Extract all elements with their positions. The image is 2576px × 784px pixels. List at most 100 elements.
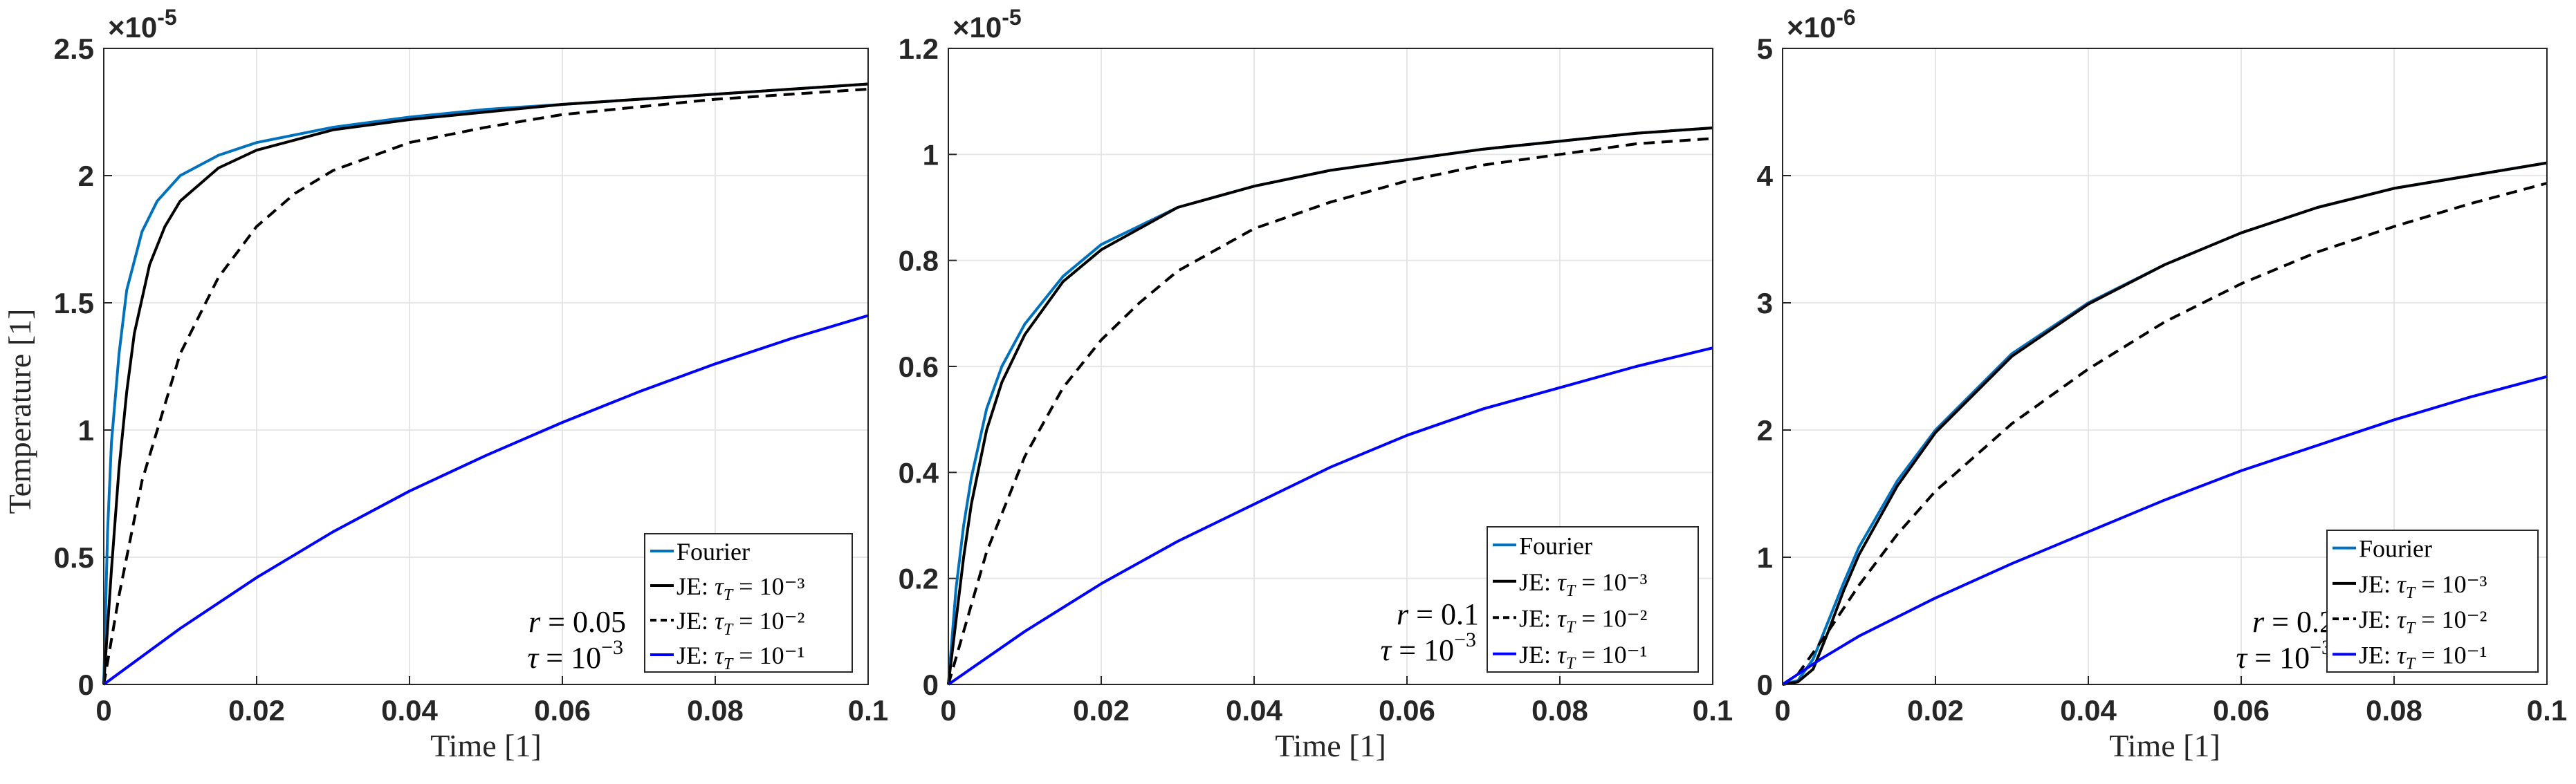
legend-tau-symbol: τ: [715, 607, 724, 635]
legend-entry-1: JE: τT = 10⁻³: [1519, 568, 1648, 600]
x-axis-label: Time [1]: [2109, 728, 2220, 763]
exponent-label: ×10-5: [953, 5, 1022, 44]
legend-tau-value: 10⁻²: [1602, 604, 1648, 632]
legend-entry-main: JE:: [677, 572, 715, 600]
y-tick-label: 0.6: [899, 351, 939, 383]
annotation-r-value: 0.1: [1441, 597, 1479, 631]
y-tick-label: 0: [78, 669, 94, 701]
legend-tau-value: 10⁻³: [760, 572, 805, 600]
x-tick-label: 0.02: [228, 694, 285, 727]
y-tick-label: 1.2: [899, 32, 939, 65]
legend-tau-subscript: T: [1566, 618, 1576, 636]
legend-equals: =: [1575, 568, 1601, 596]
legend-entry-main: JE:: [2359, 570, 2397, 598]
legend-box: [1487, 526, 1699, 673]
legend-box: [2326, 530, 2539, 673]
legend-tau-subscript: T: [2406, 655, 2416, 673]
axes-box: [1782, 48, 2548, 685]
y-tick-label: 0: [923, 669, 939, 701]
legend-entry-main: JE:: [677, 607, 715, 635]
exponent-label: ×10-6: [1787, 5, 1856, 44]
legend-entry-2: JE: τT = 10⁻²: [1519, 604, 1647, 636]
exponent-base: ×10: [1787, 11, 1836, 44]
x-tick-label: 0.06: [1379, 694, 1435, 727]
legend-entry-main: JE:: [1519, 568, 1557, 596]
annotation-r-symbol: r: [2252, 605, 2265, 639]
legend-tau-symbol: τ: [1557, 641, 1567, 669]
legend-equals: =: [1575, 641, 1601, 669]
legend-equals: =: [1575, 604, 1601, 632]
annotation-r-symbol: r: [528, 605, 541, 639]
legend-entry-3: JE: τT = 10⁻¹: [677, 642, 804, 673]
series-line-2: [102, 87, 869, 685]
x-tick-label: 0.1: [2527, 694, 2567, 727]
exponent-label: ×10-5: [108, 5, 177, 44]
x-tick-label: 0: [95, 694, 111, 727]
legend-entry-0: Fourier: [2359, 535, 2432, 563]
annotation-r-eq: =: [2264, 605, 2297, 639]
legend-tau-subscript: T: [724, 586, 734, 604]
legend-tau-value: 10⁻³: [2442, 570, 2487, 598]
y-tick-label: 2.5: [54, 32, 94, 65]
y-tick-label: 1: [1757, 541, 1773, 574]
legend-entry-0: Fourier: [677, 538, 750, 566]
annotation-tau-eq: =: [538, 641, 571, 675]
legend-entry-main: JE:: [2359, 606, 2397, 633]
legend-entry-3: JE: τT = 10⁻¹: [2359, 641, 2487, 673]
annotation-tau: τ = 10−3: [1381, 628, 1477, 667]
y-tick-label: 4: [1757, 160, 1774, 192]
series-line-1: [102, 82, 869, 685]
legend-entry-1: JE: τT = 10⁻³: [677, 572, 805, 604]
x-tick-label: 0.06: [534, 694, 591, 727]
legend-equals: =: [733, 642, 759, 669]
y-tick-label: 0.4: [899, 456, 939, 489]
legend-tau-subscript: T: [724, 655, 734, 673]
annotation-tau-eq: =: [2247, 641, 2279, 675]
annotation-r-eq: =: [540, 605, 573, 639]
axes-box: [103, 48, 869, 685]
annotation-tau-base: 10: [2279, 641, 2310, 675]
legend-equals: =: [2415, 570, 2441, 598]
legend-tau-symbol: τ: [1557, 568, 1567, 596]
annotation-tau-base: 10: [571, 641, 601, 675]
x-tick-label: 0.1: [1693, 694, 1733, 727]
series-line-1: [947, 127, 1713, 685]
legend-equals: =: [2415, 606, 2441, 633]
legend-entry-1: JE: τT = 10⁻³: [2359, 570, 2487, 602]
x-tick-label: 0.04: [381, 694, 438, 727]
annotation-tau-symbol: τ: [2236, 641, 2249, 675]
legend-entry-main: JE:: [1519, 604, 1557, 632]
x-tick-label: 0: [940, 694, 956, 727]
legend-entry-0: Fourier: [1519, 532, 1592, 559]
annotation-tau-exp: −3: [601, 636, 623, 659]
x-tick-label: 0.08: [687, 694, 744, 727]
legend-tau-symbol: τ: [715, 642, 724, 669]
legend-entry-main: JE:: [677, 642, 715, 669]
series-line-3: [1781, 375, 2548, 686]
legend-tau-value: 10⁻¹: [1602, 641, 1648, 669]
exponent-base: ×10: [953, 11, 1002, 44]
y-tick-label: 3: [1757, 287, 1773, 319]
exponent-power: -6: [1836, 5, 1855, 30]
y-tick-label: 5: [1757, 32, 1773, 65]
x-tick-label: 0.04: [1226, 694, 1282, 727]
legend-tau-symbol: τ: [1557, 604, 1567, 632]
annotation-r: r = 0.1: [1397, 597, 1479, 631]
annotation-r-eq: =: [1408, 597, 1441, 631]
y-tick-label: 2: [78, 160, 94, 192]
legend-entry-main: Fourier: [677, 538, 750, 566]
exponent-power: -5: [1002, 5, 1021, 30]
legend-entry-2: JE: τT = 10⁻²: [677, 607, 804, 639]
legend-entry-main: JE:: [1519, 641, 1557, 669]
series-line-3: [947, 346, 1713, 686]
x-tick-label: 0.1: [848, 694, 888, 727]
legend-tau-symbol: τ: [2397, 606, 2407, 633]
y-tick-label: 0.5: [54, 541, 94, 574]
annotation-r-symbol: r: [1397, 597, 1409, 631]
annotation-r: r = 0.05: [528, 605, 626, 639]
exponent-base: ×10: [108, 11, 157, 44]
chart-panel-left: 0 0.02 0.04 0.06 0.08 0.1 0 0.5 1 1.5 2 2.5 Time [1]…: [54, 5, 889, 763]
